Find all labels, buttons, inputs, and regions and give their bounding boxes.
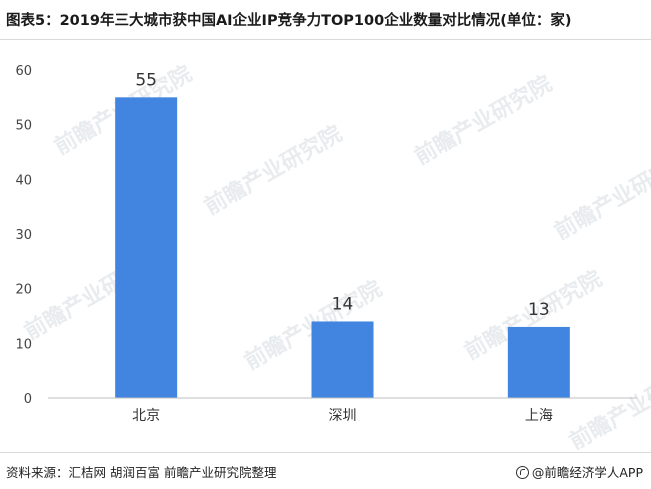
brand-logo-icon <box>515 466 529 479</box>
x-tick-label: 北京 <box>132 408 160 424</box>
chart-title: 图表5：2019年三大城市获中国AI企业IP竞争力TOP100企业数量对比情况(… <box>6 13 572 29</box>
x-axis: 北京 深圳 上海 <box>48 397 637 424</box>
y-tick-label: 0 <box>24 392 32 407</box>
bar <box>115 97 178 399</box>
y-tick-label: 60 <box>15 64 32 79</box>
x-tick-label: 上海 <box>525 408 553 424</box>
y-tick-label: 40 <box>15 173 32 188</box>
title-bar: 图表5：2019年三大城市获中国AI企业IP竞争力TOP100企业数量对比情况(… <box>0 0 651 40</box>
x-tick-label: 深圳 <box>329 408 357 424</box>
data-label: 13 <box>528 300 550 320</box>
bars: 55 14 13 <box>115 70 570 399</box>
watermark-text: 前瞻产业研究院 <box>200 121 346 221</box>
y-tick-label: 30 <box>15 228 32 243</box>
source-note: 资料来源：汇桔网 胡润百富 前瞻产业研究院整理 <box>6 465 277 480</box>
y-tick-label: 20 <box>15 283 32 298</box>
footer: 资料来源：汇桔网 胡润百富 前瞻产业研究院整理 @前瞻经济学人APP <box>0 452 651 489</box>
watermark-text: 前瞻产业研究院 <box>410 71 556 171</box>
brand-credit: @前瞻经济学人APP <box>515 462 643 481</box>
y-axis: 0 10 20 30 40 50 60 <box>15 64 32 407</box>
watermark-text: 前瞻产业研究院 <box>565 356 651 450</box>
chart-area: 前瞻产业研究院 前瞻产业研究院 前瞻产业研究院 前瞻产业研究院 前瞻产业研究院 前瞻产业研… <box>0 40 651 456</box>
brand-text: @前瞻经济学人APP <box>531 465 643 480</box>
data-label: 14 <box>332 294 354 314</box>
watermark-text: 前瞻产业研究院 <box>550 146 651 246</box>
bar <box>311 321 374 398</box>
data-label: 55 <box>135 70 157 90</box>
y-tick-label: 10 <box>15 337 32 352</box>
bar <box>507 326 570 398</box>
y-tick-label: 50 <box>15 119 32 134</box>
